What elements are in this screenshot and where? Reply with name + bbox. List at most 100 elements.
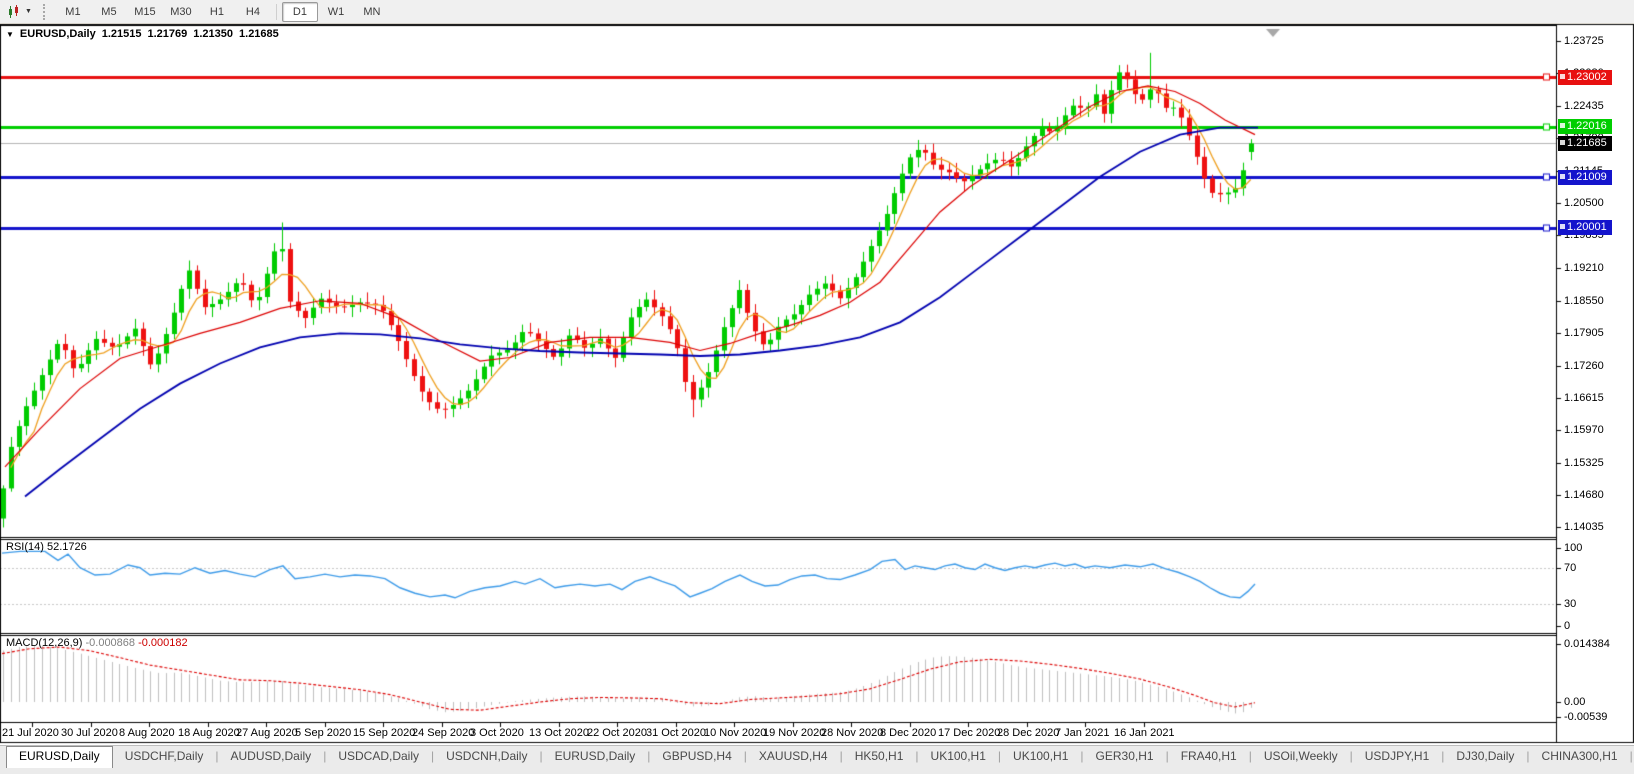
rsi-tick-label: 100: [1564, 542, 1583, 554]
ohlc-high: 1.21769: [147, 28, 188, 40]
chevron-down-icon: ▼: [25, 8, 32, 15]
date-axis-label: 17 Dec 2020: [938, 727, 1001, 739]
timeframe-button-d1[interactable]: D1: [281, 1, 318, 22]
price-level-badge[interactable]: 1.23002: [1558, 69, 1612, 85]
tab-separator: |: [839, 749, 843, 763]
chart-tab-hk50h1[interactable]: HK50,H1: [854, 749, 904, 763]
rsi-tick-label: 30: [1564, 598, 1577, 611]
chart-tab-usdchfdaily[interactable]: USDCHF,Daily: [124, 749, 204, 763]
collapse-arrow-icon[interactable]: ▼: [6, 29, 14, 39]
date-axis-label: 27 Aug 2020: [236, 727, 298, 739]
ohlc-low: 1.21350: [193, 28, 234, 40]
date-axis-label: 15 Sep 2020: [353, 727, 416, 739]
price-tick-label: 1.14035: [1564, 521, 1604, 534]
date-axis-label: 3 Oct 2020: [470, 727, 524, 739]
date-axis-label: 28 Dec 2020: [997, 727, 1060, 739]
chart-tab-eurusddaily[interactable]: EURUSD,Daily: [554, 749, 636, 763]
price-level-badge[interactable]: 1.21685: [1558, 135, 1612, 151]
chart-tab-bar: EURUSD,Daily USDCHF,Daily | AUDUSD,Daily | US…: [0, 745, 1634, 769]
chart-tab-eurusddaily[interactable]: EURUSD,Daily: [6, 746, 113, 769]
timeframe-button-m5[interactable]: M5: [101, 5, 117, 18]
rsi-tick-label: 70: [1564, 561, 1577, 574]
ohlc-close: 1.21685: [239, 28, 279, 40]
date-axis-label: 5 Sep 2020: [295, 727, 352, 739]
timeframe-button-h4[interactable]: H4: [245, 5, 260, 18]
chart-tab-gbpusdh4[interactable]: GBPUSD,H4: [662, 749, 732, 763]
rsi-tick-label: 0: [1564, 620, 1571, 632]
chart-tab-china300h1[interactable]: CHINA300,H1: [1541, 749, 1618, 763]
date-axis-label: 8 Dec 2020: [880, 727, 937, 739]
date-axis-label: 31 Oct 2020: [646, 727, 706, 739]
price-level-badge[interactable]: 1.21009: [1558, 169, 1612, 185]
timeframe-button-h1[interactable]: H1: [209, 5, 224, 18]
date-axis-label: 16 Jan 2021: [1114, 727, 1175, 739]
price-tick-label: 1.17905: [1564, 327, 1604, 340]
chart-tab-uk100h1[interactable]: UK100,H1: [1013, 749, 1069, 763]
macd-tick-label: 0.00: [1564, 696, 1586, 708]
date-axis-label: 13 Oct 2020: [529, 727, 589, 739]
level-drag-handle-icon: [1560, 73, 1565, 79]
tab-separator: |: [997, 749, 1002, 763]
timeframe-button-m15[interactable]: M15: [134, 5, 156, 18]
toolbar-separator: [275, 3, 277, 20]
tab-separator: |: [323, 749, 327, 763]
chart-tab-usdcnhdaily[interactable]: USDCNH,Daily: [446, 749, 528, 763]
chart-tab-ger30h1[interactable]: GER30,H1: [1095, 749, 1154, 763]
timeframe-button-w1[interactable]: W1: [327, 5, 345, 18]
price-tick-label: 1.17260: [1564, 359, 1604, 372]
chart-tab-usdjpyh1[interactable]: USDJPY,H1: [1364, 749, 1430, 763]
chart-tab-usdcaddaily[interactable]: USDCAD,Daily: [338, 749, 419, 763]
macd-label: MACD(12,26,9) -0.000868 -0.000182: [6, 637, 188, 649]
level-drag-handle-icon: [1560, 173, 1565, 179]
symbol-period-label: EURUSD,Daily: [19, 28, 96, 40]
price-tick-label: 1.15325: [1564, 456, 1604, 469]
chart-tab-audusddaily[interactable]: AUDUSD,Daily: [230, 749, 312, 763]
price-tick-label: 1.15970: [1564, 424, 1604, 437]
toolbar-grip[interactable]: [42, 3, 49, 20]
rsi-label: RSI(14) 52.1726: [6, 541, 87, 553]
price-level-badge[interactable]: 1.20001: [1558, 220, 1612, 236]
tab-separator: |: [915, 749, 919, 763]
date-axis-label: 10 Nov 2020: [704, 727, 767, 739]
macd-tick-label: -0.00539: [1564, 711, 1608, 723]
price-level-badge[interactable]: 1.22016: [1558, 119, 1612, 135]
tab-separator: |: [1165, 749, 1169, 763]
chart-tab-usoilweekly[interactable]: USOil,Weekly: [1263, 749, 1338, 763]
chart-tab-uk100h1[interactable]: UK100,H1: [930, 749, 986, 763]
status-strip: [0, 768, 1634, 774]
price-tick-label: 1.22435: [1564, 99, 1604, 112]
date-axis-label: 7 Jan 2021: [1055, 727, 1110, 739]
chart-title: ▼ EURUSD,Daily 1.21515 1.21769 1.21350 1…: [6, 28, 279, 40]
level-drag-handle-icon: [1560, 123, 1565, 129]
price-tick-label: 1.18550: [1564, 294, 1604, 307]
ohlc-open: 1.21515: [101, 28, 142, 40]
level-drag-handle-icon: [1560, 139, 1565, 145]
tab-separator: |: [1080, 749, 1084, 763]
date-axis-label: 19 Nov 2020: [763, 727, 826, 739]
date-axis-label: 21 Jul 2020: [2, 727, 59, 739]
tab-separator: |: [1629, 749, 1633, 763]
tab-separator: |: [1526, 749, 1530, 763]
candlestick-chart-icon: [9, 4, 18, 18]
date-axis-label: 8 Aug 2020: [119, 727, 175, 739]
tab-separator: |: [215, 749, 219, 763]
tab-separator: |: [539, 749, 543, 763]
price-tick-label: 1.14680: [1564, 489, 1604, 502]
tab-separator: |: [1349, 749, 1353, 763]
chart-tab-fra40h1[interactable]: FRA40,H1: [1180, 749, 1237, 763]
chart-tab-xauusdh4[interactable]: XAUUSD,H4: [758, 749, 828, 763]
price-tick-label: 1.20500: [1564, 196, 1604, 209]
timeframe-button-m1[interactable]: M1: [65, 5, 81, 18]
price-tick-label: 1.23725: [1564, 35, 1604, 47]
date-axis-label: 22 Oct 2020: [587, 727, 647, 739]
timeframe-button-m30[interactable]: M30: [170, 5, 192, 18]
tab-separator: |: [647, 749, 651, 763]
date-axis-label: 28 Nov 2020: [821, 727, 884, 739]
timeframe-button-mn[interactable]: MN: [363, 5, 381, 18]
chart-tab-dj30daily[interactable]: DJ30,Daily: [1456, 749, 1515, 763]
chart-type-button[interactable]: ▼: [4, 4, 35, 20]
date-axis-label: 24 Sep 2020: [412, 727, 475, 739]
price-tick-label: 1.16615: [1564, 391, 1604, 404]
